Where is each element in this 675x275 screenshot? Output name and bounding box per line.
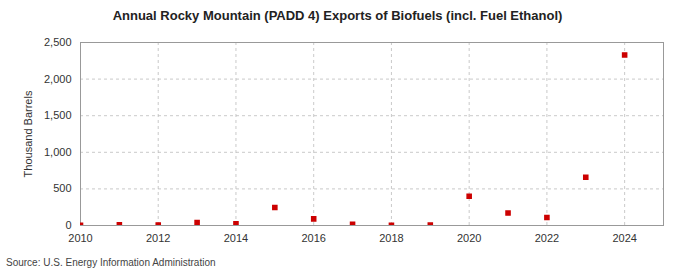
svg-text:2022: 2022 — [535, 232, 559, 244]
svg-text:0: 0 — [65, 219, 71, 231]
svg-text:2018: 2018 — [379, 232, 403, 244]
svg-text:2012: 2012 — [146, 232, 170, 244]
svg-text:1,500: 1,500 — [44, 109, 72, 121]
svg-text:1,000: 1,000 — [44, 146, 72, 158]
svg-text:2,000: 2,000 — [44, 73, 72, 85]
svg-text:2016: 2016 — [301, 232, 325, 244]
html-text:Source: U.S. Energy Informatio: Source: U.S. Energy Information Administ… — [6, 257, 216, 268]
svg-text:2010: 2010 — [68, 232, 92, 244]
svg-text:Thousand Barrels: Thousand Barrels — [22, 90, 34, 177]
svg-text:2,500: 2,500 — [44, 36, 72, 48]
html-text:Annual Rocky Mountain (PADD 4): Annual Rocky Mountain (PADD 4) Exports o… — [112, 8, 563, 23]
svg-text:500: 500 — [53, 182, 71, 194]
svg-text:2020: 2020 — [457, 232, 481, 244]
svg-text:2014: 2014 — [224, 232, 248, 244]
svg-text:2024: 2024 — [612, 232, 636, 244]
